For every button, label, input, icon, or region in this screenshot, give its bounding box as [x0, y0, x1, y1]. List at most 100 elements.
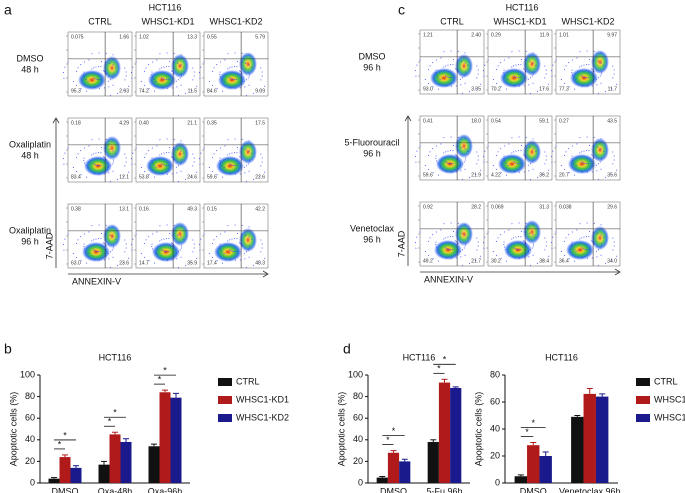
event-dot [125, 75, 127, 77]
event-dot [455, 85, 457, 87]
significance-label: * [437, 364, 441, 374]
event-dot [247, 163, 249, 165]
event-dot [163, 66, 165, 68]
event-dot [177, 62, 179, 64]
event-dot [593, 70, 595, 72]
event-dot [550, 70, 552, 72]
row-label: 5-Fluorouracil [344, 137, 399, 147]
event-dot [85, 78, 87, 80]
legend-label: WHSC1-KD1 [654, 394, 685, 404]
event-dot [532, 73, 534, 75]
event-dot [113, 245, 115, 247]
event-dot [216, 174, 218, 176]
event-dot [589, 145, 591, 147]
event-dot [128, 171, 130, 173]
event-dot [221, 78, 223, 80]
column-header: WHSC1-KD2 [561, 16, 614, 26]
event-dot [98, 138, 100, 140]
event-dot [113, 73, 115, 75]
event-dot [248, 226, 250, 228]
event-dot [487, 145, 489, 147]
event-dot [482, 242, 484, 244]
event-dot [108, 172, 110, 174]
quadrant-value: 2.93 [119, 88, 129, 94]
event-dot [75, 242, 77, 244]
bar [159, 392, 171, 483]
event-dot [248, 236, 250, 238]
event-dot [484, 64, 486, 66]
event-dot [532, 234, 534, 236]
event-dot [583, 64, 585, 66]
event-dot [231, 66, 233, 68]
event-dot [544, 77, 546, 79]
density [130, 138, 198, 183]
event-dot [464, 168, 466, 170]
event-dot [229, 163, 231, 165]
event-dot [162, 259, 164, 261]
event-dot [199, 77, 201, 79]
event-dot [162, 250, 164, 252]
event-dot [585, 236, 587, 238]
event-dot [476, 163, 478, 165]
row-label: Venetoclax [350, 223, 395, 233]
quadrant-value: 74.2 [139, 88, 149, 94]
event-dot [162, 173, 164, 175]
event-dot [475, 259, 477, 261]
event-dot [148, 236, 150, 238]
event-dot [112, 150, 114, 152]
event-dot [248, 150, 250, 152]
event-dot [527, 250, 529, 252]
event-dot [596, 84, 598, 86]
quadrant-value: 0.92 [423, 204, 433, 210]
event-dot [503, 74, 505, 76]
event-dot [588, 236, 590, 238]
event-dot [571, 72, 573, 74]
event-dot [124, 79, 126, 81]
event-dot [571, 160, 573, 162]
event-dot [247, 249, 249, 251]
event-dot [525, 157, 527, 159]
event-dot [159, 53, 161, 55]
event-dot [416, 150, 418, 152]
quadrant-value: 9.09 [255, 88, 265, 94]
event-dot [525, 243, 527, 245]
event-dot [532, 82, 534, 84]
density-cloud [436, 154, 464, 174]
event-dot [439, 164, 441, 166]
event-dot [260, 165, 262, 167]
event-dot [523, 154, 525, 156]
event-dot [128, 85, 130, 87]
event-dot [244, 86, 246, 88]
event-dot [211, 242, 213, 244]
event-dot [450, 222, 452, 224]
event-dot [162, 164, 164, 166]
density-cloud [570, 68, 598, 88]
event-dot [180, 247, 182, 249]
event-dot [135, 233, 137, 235]
row-label: 48 h [21, 64, 39, 74]
column-header: CTRL [440, 16, 464, 26]
event-dot [230, 259, 232, 261]
event-dot [563, 68, 565, 70]
event-dot [64, 66, 66, 68]
chart-title: HCT116 [403, 352, 436, 362]
event-dot [533, 243, 535, 245]
event-dot [166, 251, 168, 253]
y-axis-label: 7-AAD [396, 230, 406, 257]
event-dot [600, 234, 602, 236]
event-dot [477, 245, 479, 247]
density-cloud [523, 220, 541, 244]
event-dot [435, 72, 437, 74]
event-dot [161, 239, 163, 241]
event-dot [514, 248, 516, 250]
event-dot [180, 236, 182, 238]
event-dot [156, 59, 158, 61]
event-dot [440, 57, 442, 59]
event-dot [586, 171, 588, 173]
event-dot [108, 86, 110, 88]
event-dot [88, 231, 90, 233]
event-dot [227, 225, 229, 227]
event-dot [416, 64, 418, 66]
bar [70, 467, 82, 483]
event-dot [593, 156, 595, 158]
